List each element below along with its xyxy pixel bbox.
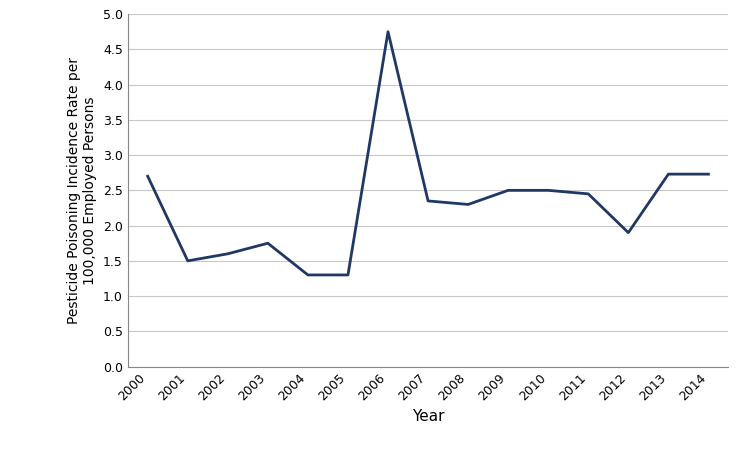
Y-axis label: Pesticide Poisoning Incidence Rate per
100,000 Employed Persons: Pesticide Poisoning Incidence Rate per 1… <box>67 57 97 324</box>
X-axis label: Year: Year <box>412 409 445 424</box>
